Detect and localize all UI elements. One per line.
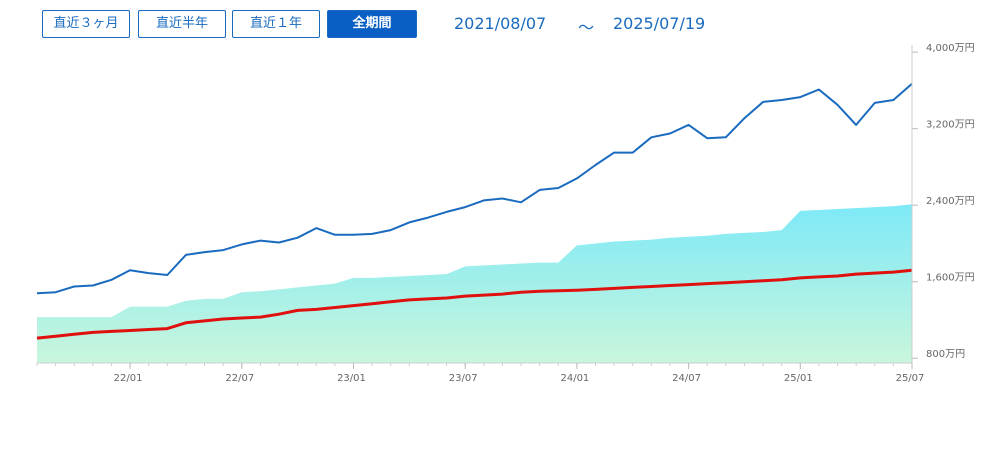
x-tick-label: 24/07: [672, 373, 701, 384]
y-tick-label: 4,000万円: [926, 43, 975, 54]
x-tick-label: 23/01: [337, 373, 366, 384]
period-button[interactable]: 直近半年: [138, 10, 226, 38]
date-separator: ～: [578, 18, 595, 37]
date-to: 2025/07/19: [613, 14, 706, 33]
x-tick-label: 22/01: [114, 373, 143, 384]
line: [36, 82, 913, 295]
x-tick-label: 24/01: [560, 373, 589, 384]
y-tick-label: 2,400万円: [926, 196, 975, 207]
period-button[interactable]: 直近３ヶ月: [42, 10, 130, 38]
period-button[interactable]: 全期間: [327, 10, 417, 38]
y-tick-label: 3,200万円: [926, 120, 975, 131]
x-tick-label: 25/01: [784, 373, 813, 384]
x-tick-label: 22/07: [225, 373, 254, 384]
area: [37, 204, 912, 363]
date-from: 2021/08/07: [454, 14, 547, 33]
y-tick-label: 800万円: [926, 349, 965, 360]
line: [36, 268, 913, 340]
period-button[interactable]: 直近１年: [232, 10, 320, 38]
x-tick-label: 25/07: [896, 373, 925, 384]
y-tick-label: 1,600万円: [926, 273, 975, 284]
x-tick-label: 23/07: [449, 373, 478, 384]
